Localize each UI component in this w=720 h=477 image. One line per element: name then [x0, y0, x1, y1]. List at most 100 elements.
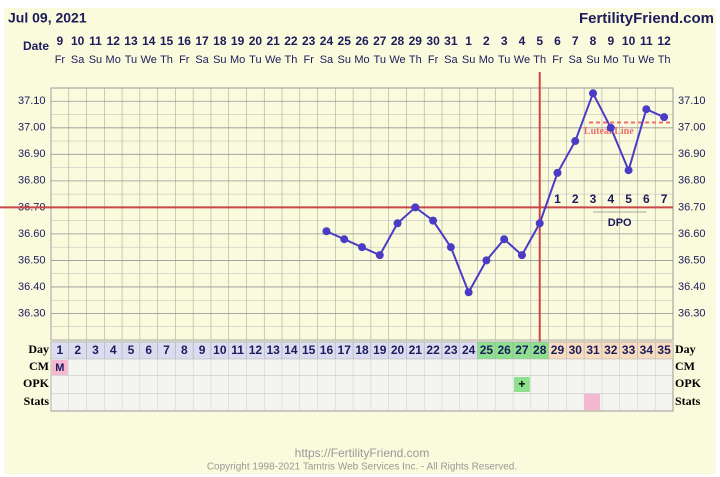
day-number: 8	[181, 343, 188, 357]
day-number: 23	[444, 343, 458, 357]
date-label: 11	[89, 34, 102, 48]
date-label: 9	[607, 34, 614, 48]
weekday-label: We	[514, 54, 530, 66]
y-tick-label-right: 36.90	[678, 148, 706, 160]
y-tick-label: 36.50	[18, 254, 46, 266]
date-label: 14	[142, 34, 156, 48]
day-number: 18	[355, 343, 369, 357]
date-label: 22	[284, 34, 298, 48]
date-label: 24	[320, 34, 334, 48]
temperature-line	[326, 90, 665, 295]
day-number: 12	[249, 343, 263, 357]
header-date: Jul 09, 2021	[8, 10, 87, 26]
weekday-label: Sa	[569, 54, 583, 66]
weekday-label: Tu	[249, 54, 261, 66]
day-number: 7	[163, 343, 170, 357]
day-number: 17	[338, 343, 352, 357]
day-number: 28	[533, 343, 547, 357]
opk-cell	[514, 377, 530, 392]
day-number: 4	[110, 343, 117, 357]
day-cell	[654, 341, 674, 360]
weekday-label: Th	[409, 54, 422, 66]
y-tick-label-right: 36.30	[678, 307, 706, 319]
weekday-label: We	[638, 54, 654, 66]
day-number: 27	[515, 343, 529, 357]
day-number: 19	[373, 343, 387, 357]
y-tick-label-right: 36.70	[678, 201, 706, 213]
y-tick-label: 37.00	[18, 122, 46, 134]
day-number: 31	[586, 343, 600, 357]
day-number: 5	[128, 343, 135, 357]
temperature-point	[571, 137, 580, 146]
date-label: 10	[71, 34, 85, 48]
day-number: 10	[213, 343, 227, 357]
weekday-label: We	[141, 54, 157, 66]
weekday-label: Fr	[303, 54, 314, 66]
weekday-label: We	[265, 54, 281, 66]
footer-url: https://FertilityFriend.com	[295, 446, 430, 460]
dpo-label: 1	[554, 192, 561, 206]
y-tick-label: 36.80	[18, 175, 46, 187]
date-label: 10	[622, 34, 636, 48]
temperature-point	[429, 216, 438, 225]
y-tick-label-right: 36.80	[678, 175, 706, 187]
temperature-point	[464, 288, 473, 297]
day-number: 6	[145, 343, 152, 357]
cm-cell	[52, 360, 68, 375]
date-label: 9	[57, 34, 64, 48]
temperature-point	[340, 235, 349, 244]
weekday-label: Tu	[622, 54, 634, 66]
date-label: 5	[536, 34, 543, 48]
day-number: 1	[57, 343, 64, 357]
date-label: 12	[107, 34, 121, 48]
temperature-point	[375, 251, 384, 260]
weekday-label: Tu	[374, 54, 386, 66]
row-label: Day	[28, 342, 49, 356]
weekday-label: Su	[337, 54, 350, 66]
y-tick-label: 36.90	[18, 148, 46, 160]
day-number: 26	[497, 343, 511, 357]
weekday-label: Su	[213, 54, 226, 66]
date-label: 31	[444, 34, 458, 48]
weekday-label: Th	[284, 54, 297, 66]
row-label-right: Stats	[675, 394, 701, 408]
date-label: 20	[249, 34, 263, 48]
copyright: Copyright 1998-2021 Tamtris Web Services…	[207, 462, 517, 473]
row-label-right: CM	[675, 359, 695, 373]
temperature-point	[446, 243, 455, 252]
weekday-label: Su	[89, 54, 102, 66]
date-label: 2	[483, 34, 490, 48]
date-label: 27	[373, 34, 387, 48]
temperature-point	[535, 219, 544, 228]
opk-value: +	[518, 377, 525, 391]
date-label: 26	[355, 34, 369, 48]
dpo-label: 7	[661, 192, 668, 206]
date-label: 30	[426, 34, 440, 48]
temperature-point	[500, 235, 509, 244]
dpo-label: 6	[643, 192, 650, 206]
y-tick-label-right: 36.50	[678, 254, 706, 266]
temperature-point	[642, 105, 651, 114]
date-label: 6	[554, 34, 561, 48]
day-number: 16	[320, 343, 334, 357]
date-label: 11	[640, 34, 653, 48]
date-label: 23	[302, 34, 316, 48]
weekday-label: Th	[533, 54, 546, 66]
day-number: 13	[266, 343, 280, 357]
y-tick-label: 36.60	[18, 228, 46, 240]
date-label: 4	[519, 34, 526, 48]
weekday-label: Fr	[428, 54, 439, 66]
weekday-label: Mo	[230, 54, 245, 66]
date-label: 19	[231, 34, 245, 48]
dpo-title: DPO	[608, 217, 632, 229]
y-tick-label-right: 37.10	[678, 95, 706, 107]
day-number: 15	[302, 343, 316, 357]
y-tick-label-right: 36.60	[678, 228, 706, 240]
row-label: Stats	[24, 394, 50, 408]
date-label: 3	[501, 34, 508, 48]
day-number: 21	[409, 343, 423, 357]
date-label: 8	[590, 34, 597, 48]
weekday-label: Sa	[320, 54, 334, 66]
date-label: 13	[124, 34, 138, 48]
day-number: 3	[92, 343, 99, 357]
